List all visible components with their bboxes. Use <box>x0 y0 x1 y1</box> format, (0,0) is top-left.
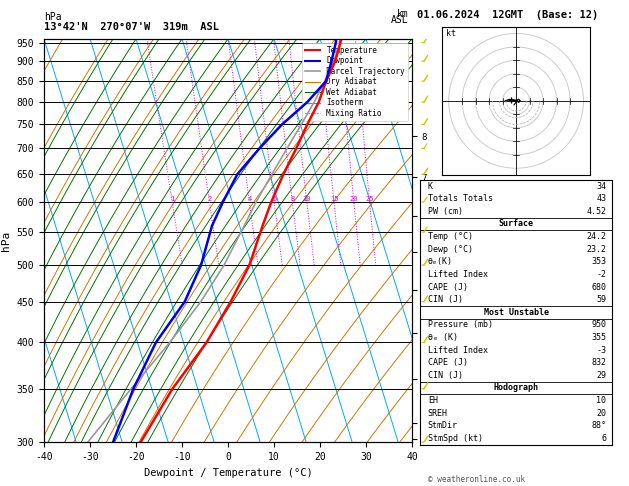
Text: CIN (J): CIN (J) <box>428 371 463 380</box>
Text: 20: 20 <box>596 409 606 417</box>
Text: SREH: SREH <box>428 409 448 417</box>
Text: 355: 355 <box>591 333 606 342</box>
Text: 8: 8 <box>290 196 294 202</box>
Text: StmSpd (kt): StmSpd (kt) <box>428 434 483 443</box>
Text: Temp (°C): Temp (°C) <box>428 232 473 241</box>
Text: 25: 25 <box>365 196 374 202</box>
Text: 2: 2 <box>208 196 211 202</box>
Text: Lifted Index: Lifted Index <box>428 346 488 355</box>
Y-axis label: Mixing Ratio (g/kg): Mixing Ratio (g/kg) <box>443 190 452 292</box>
Text: 680: 680 <box>591 282 606 292</box>
Text: 1: 1 <box>170 196 174 202</box>
Text: EH: EH <box>428 396 438 405</box>
Text: Totals Totals: Totals Totals <box>428 194 493 203</box>
Text: 24.2: 24.2 <box>586 232 606 241</box>
Text: θₑ (K): θₑ (K) <box>428 333 458 342</box>
Text: 34: 34 <box>596 182 606 191</box>
Text: 15: 15 <box>330 196 338 202</box>
Text: Most Unstable: Most Unstable <box>484 308 548 317</box>
Text: © weatheronline.co.uk: © weatheronline.co.uk <box>428 474 525 484</box>
Text: 01.06.2024  12GMT  (Base: 12): 01.06.2024 12GMT (Base: 12) <box>417 10 598 20</box>
Y-axis label: hPa: hPa <box>1 230 11 251</box>
Text: θₑ(K): θₑ(K) <box>428 257 453 266</box>
Text: 43: 43 <box>596 194 606 203</box>
Text: Dewp (°C): Dewp (°C) <box>428 244 473 254</box>
Text: 59: 59 <box>596 295 606 304</box>
Text: 29: 29 <box>596 371 606 380</box>
Text: 832: 832 <box>591 358 606 367</box>
Text: Hodograph: Hodograph <box>494 383 538 392</box>
Text: 353: 353 <box>591 257 606 266</box>
Text: 10: 10 <box>303 196 311 202</box>
Text: CAPE (J): CAPE (J) <box>428 282 468 292</box>
Text: -3: -3 <box>596 346 606 355</box>
Text: km: km <box>397 9 409 19</box>
Text: 23.2: 23.2 <box>586 244 606 254</box>
Text: K: K <box>428 182 433 191</box>
Text: -2: -2 <box>596 270 606 279</box>
Text: 6: 6 <box>272 196 276 202</box>
Text: 20: 20 <box>350 196 358 202</box>
Text: hPa: hPa <box>44 12 62 22</box>
Text: Lifted Index: Lifted Index <box>428 270 488 279</box>
Text: 88°: 88° <box>591 421 606 430</box>
X-axis label: Dewpoint / Temperature (°C): Dewpoint / Temperature (°C) <box>143 468 313 478</box>
Text: CIN (J): CIN (J) <box>428 295 463 304</box>
Text: PW (cm): PW (cm) <box>428 207 463 216</box>
Text: 950: 950 <box>591 320 606 330</box>
Text: 6: 6 <box>601 434 606 443</box>
Text: CAPE (J): CAPE (J) <box>428 358 468 367</box>
Legend: Temperature, Dewpoint, Parcel Trajectory, Dry Adiabat, Wet Adiabat, Isotherm, Mi: Temperature, Dewpoint, Parcel Trajectory… <box>302 43 408 121</box>
Text: StmDir: StmDir <box>428 421 458 430</box>
Text: 4.52: 4.52 <box>586 207 606 216</box>
Text: Pressure (mb): Pressure (mb) <box>428 320 493 330</box>
Text: kt: kt <box>446 29 456 38</box>
Text: 13°42'N  270°07'W  319m  ASL: 13°42'N 270°07'W 319m ASL <box>44 21 219 32</box>
Text: ASL: ASL <box>391 15 409 25</box>
Text: 10: 10 <box>596 396 606 405</box>
Text: Surface: Surface <box>499 220 533 228</box>
Text: 4: 4 <box>247 196 252 202</box>
